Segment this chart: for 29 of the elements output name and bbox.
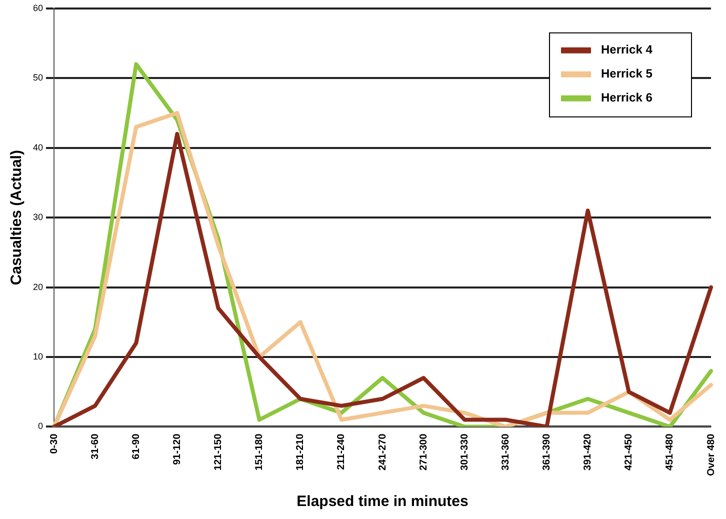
legend-label: Herrick 6 (601, 90, 653, 105)
x-tick-label: 91-120 (172, 433, 183, 465)
legend-label: Herrick 5 (601, 66, 653, 81)
x-tick-label: Over 480 (706, 433, 717, 476)
x-tick-label: 421-450 (624, 433, 635, 470)
legend-label: Herrick 4 (601, 42, 653, 57)
y-tick-label: 10 (32, 352, 44, 362)
x-tick-label: 31-60 (90, 433, 101, 460)
x-tick-label: 301-330 (459, 433, 470, 470)
x-tick-label: 331-360 (500, 433, 512, 470)
x-tick-label: 361-390 (542, 433, 553, 470)
x-tick-label: 181-210 (295, 433, 306, 470)
x-tick-label: 0-30 (48, 433, 60, 454)
x-tick-label: 271-300 (418, 433, 430, 470)
y-tick-label: 20 (32, 282, 44, 292)
x-tick-label: 451-480 (664, 433, 676, 470)
x-axis-title: Elapsed time in minutes (296, 493, 468, 510)
x-tick-label: 61-90 (130, 433, 142, 460)
y-tick-label: 40 (32, 142, 44, 152)
y-tick-label: 0 (38, 421, 44, 432)
y-tick-label: 50 (32, 72, 44, 83)
x-tick-label: 391-420 (582, 433, 594, 470)
y-axis-title: Casualties (Actual) (8, 150, 26, 286)
y-tick-label: 30 (32, 212, 44, 222)
x-tick-label: 121-150 (213, 433, 224, 470)
x-tick-label: 151-180 (254, 433, 266, 470)
y-tick-label: 60 (32, 2, 44, 13)
x-tick-label: 241-270 (377, 433, 388, 470)
x-tick-label: 211-240 (336, 433, 348, 470)
